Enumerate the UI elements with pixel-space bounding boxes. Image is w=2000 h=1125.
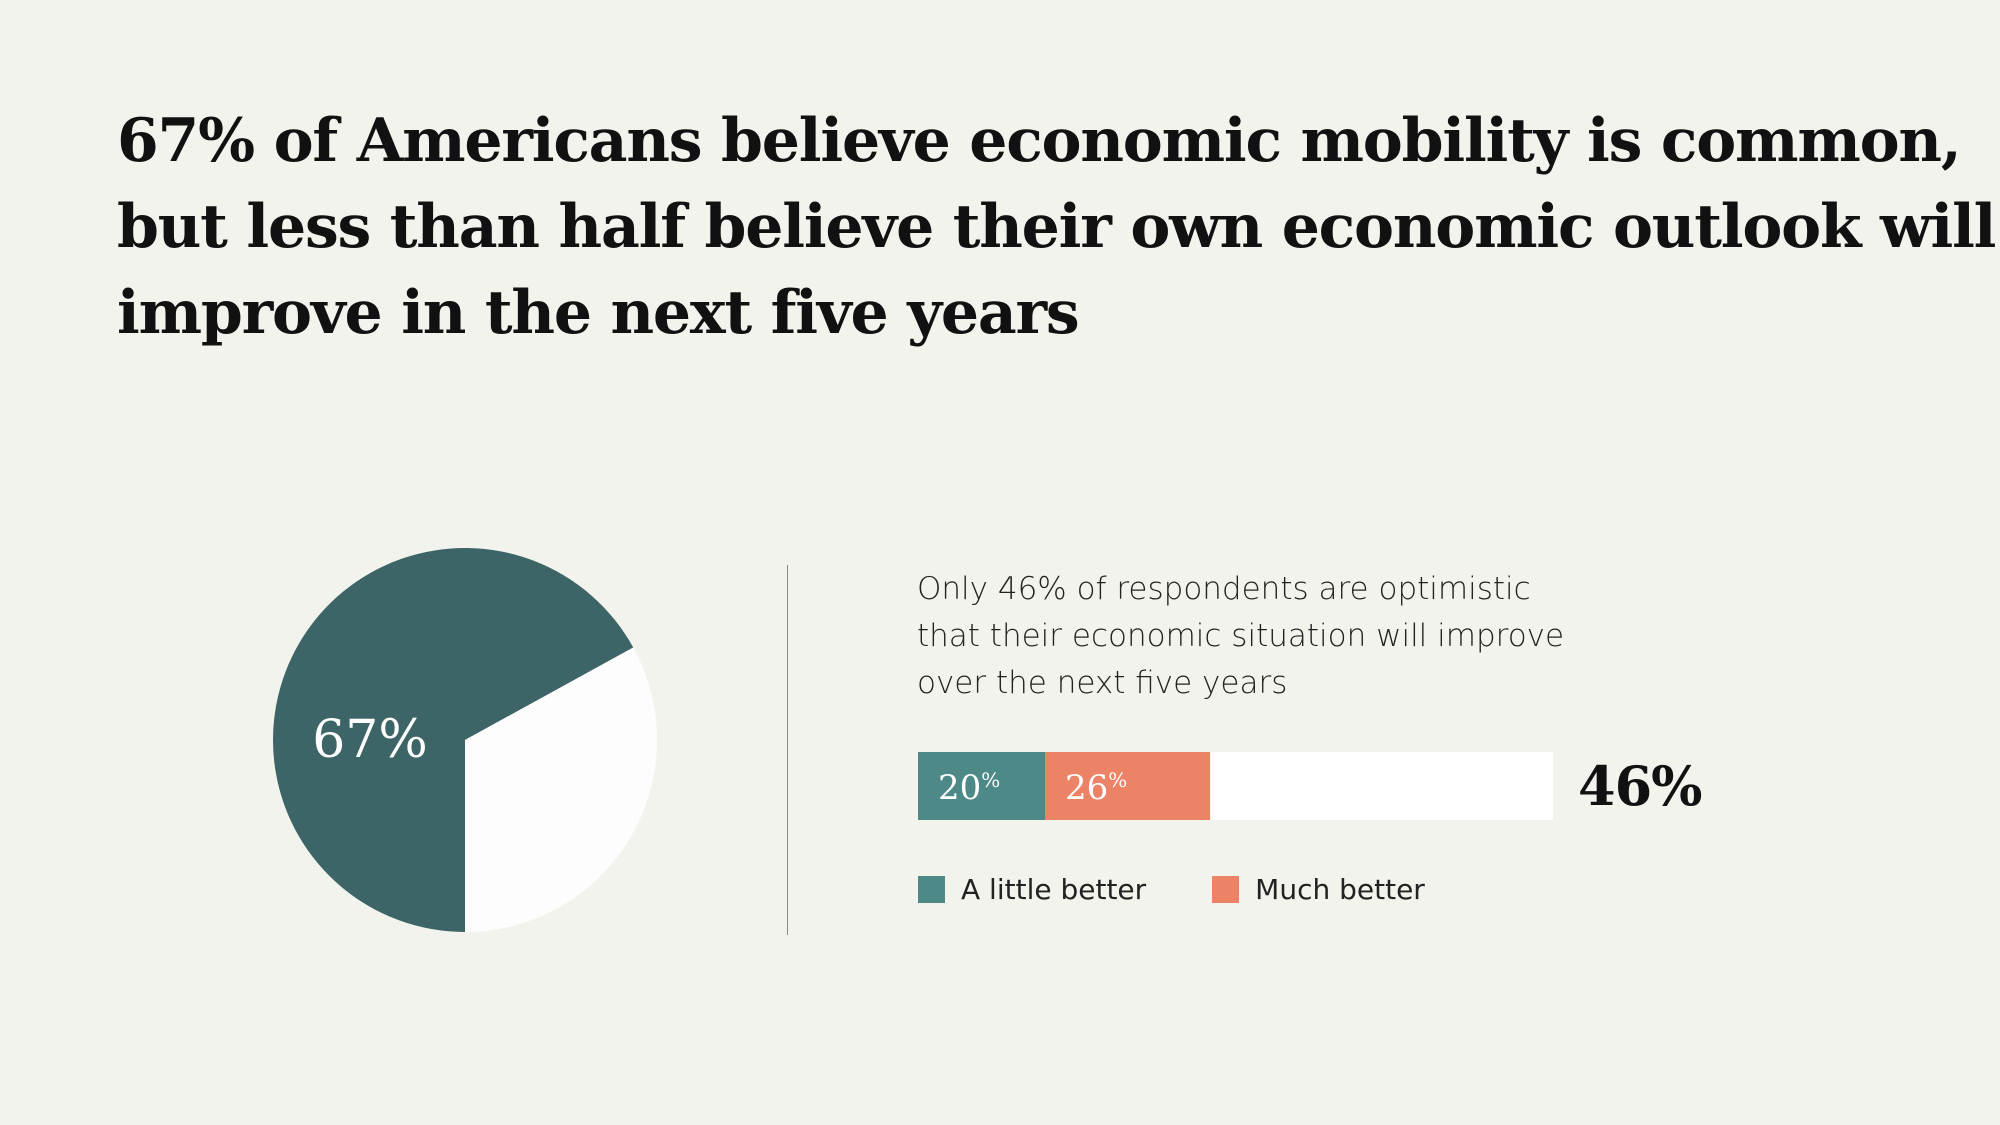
subtitle-line-3: over the next five years — [917, 665, 1288, 701]
subtitle-line-1: Only 46% of respondents are optimistic — [917, 571, 1531, 607]
legend-label-a-little-better: A little better — [961, 873, 1147, 906]
bar-label-26: 26% — [1065, 768, 1127, 808]
pie-chart: 67% — [270, 545, 660, 935]
legend-swatch-a-little-better — [918, 876, 945, 903]
bar-label-20: 20% — [938, 768, 1000, 808]
legend-swatch-much-better — [1212, 876, 1240, 903]
pie-chart-svg: 67% — [273, 548, 657, 932]
pie-slice-rest — [465, 647, 657, 932]
bar-value-26: 26 — [1065, 768, 1108, 808]
headline-line-3: improve in the next five years — [117, 278, 1080, 348]
bar-subtitle: Only 46% of respondents are optimistic t… — [917, 566, 1617, 707]
legend-item-much-better: Much better — [1212, 873, 1425, 906]
bar-value-20: 20 — [938, 768, 981, 808]
bar-unit-20: % — [981, 768, 1000, 792]
legend-label-much-better: Much better — [1255, 873, 1425, 906]
legend: A little better Much better — [918, 873, 1491, 906]
stacked-bar-svg: 20% 26% — [918, 752, 1553, 820]
divider — [787, 565, 788, 935]
bar-segment-a-little-better — [918, 752, 1045, 820]
headline-line-1: 67% of Americans believe economic mobili… — [117, 106, 1962, 176]
headline: 67% of Americans believe economic mobili… — [117, 98, 1996, 356]
headline-line-2: but less than half believe their own eco… — [117, 192, 1996, 262]
subtitle-line-2: that their economic situation will impro… — [917, 618, 1565, 654]
pie-label-67: 67% — [312, 710, 428, 770]
legend-item-a-little-better: A little better — [918, 873, 1146, 906]
stacked-bar: 20% 26% — [918, 752, 1553, 820]
bar-total-label: 46% — [1578, 754, 1702, 818]
bar-segment-much-better — [1045, 752, 1211, 820]
bar-unit-26: % — [1108, 768, 1127, 792]
pie-slice-67 — [273, 548, 634, 932]
